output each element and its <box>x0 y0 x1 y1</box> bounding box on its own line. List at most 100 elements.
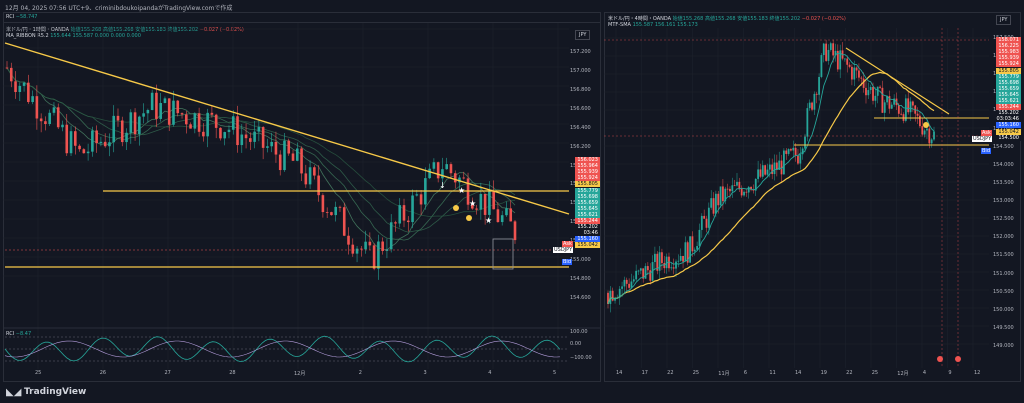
candle-body <box>665 256 668 269</box>
left-ribbon-header[interactable]: MA_RIBBON R5.2 155.644 155.587 0.000 0.0… <box>6 33 141 39</box>
right-chart-svg[interactable] <box>604 28 989 368</box>
us-flag-event-icon[interactable] <box>955 356 961 362</box>
candle-body <box>625 279 628 284</box>
candle-body <box>623 279 626 287</box>
candle-body <box>813 93 816 110</box>
candle-body <box>646 266 649 271</box>
price-axis-label: 156.200 <box>570 143 591 150</box>
price-tag: 156.225 <box>996 43 1021 50</box>
time-axis-label: 22 <box>846 370 853 376</box>
price-axis-label: 154.500 <box>993 143 1014 150</box>
candle-body <box>869 87 872 91</box>
candle-body <box>696 246 699 250</box>
candle-body <box>919 115 921 127</box>
left-rci-bottom-header: RCI −8.47 <box>6 331 32 337</box>
price-axis-label: 154.000 <box>993 161 1014 168</box>
price-tag: 155.621 <box>996 98 1021 104</box>
candle-body <box>909 101 912 113</box>
price-axis-label: 156.800 <box>570 86 591 93</box>
candle-body <box>677 260 680 262</box>
candle-body <box>197 113 201 132</box>
candle-body <box>621 286 623 289</box>
candle-body <box>389 222 393 250</box>
candle-body <box>700 215 703 230</box>
right-chart-panel <box>604 12 1021 382</box>
candle-body <box>411 195 414 223</box>
right-symbol-header[interactable]: 米ドル/円・4時間・OANDA 始値155.268 高値155.268 安値15… <box>608 16 846 22</box>
candle-body <box>227 129 231 133</box>
candle-body <box>9 67 13 82</box>
candle-body <box>321 195 325 213</box>
price-tag: 155.244 <box>575 218 600 224</box>
candle-body <box>31 96 34 103</box>
candle-body <box>707 207 710 228</box>
price-axis-label: 150.500 <box>993 288 1014 295</box>
candle-body <box>488 190 491 215</box>
candle-body <box>691 236 694 252</box>
left-symbol-header[interactable]: 米ドル/円・1時間・OANDA 始値155.268 高値155.268 安値15… <box>6 27 244 33</box>
star-icon: ★ <box>469 199 476 208</box>
price-tag: 155.924 <box>996 61 1021 68</box>
smiley-icon <box>923 122 929 128</box>
candle-body <box>790 149 792 151</box>
price-axis-label: 150.000 <box>993 306 1014 313</box>
brand-name[interactable]: TradingView <box>24 387 87 397</box>
left-rci-line[interactable] <box>4 335 561 363</box>
bid-label: Bid <box>981 148 991 154</box>
price-tag: 03:03:46 <box>994 116 1021 123</box>
left-rci-line-2[interactable] <box>4 340 560 358</box>
right-trendline-down[interactable] <box>845 47 950 115</box>
left-time-axis[interactable]: 25 26 27 28 12月 2 3 4 5 <box>3 369 567 379</box>
right-currency-label[interactable]: JPY <box>996 15 1012 25</box>
candle-body <box>738 181 741 189</box>
candle-body <box>815 93 818 95</box>
right-sma-slow[interactable] <box>607 71 935 305</box>
right-sma-fast[interactable] <box>607 52 935 305</box>
candle-body <box>736 181 738 186</box>
candle-body <box>355 248 359 254</box>
candle-body <box>176 100 180 114</box>
price-tag: 158.071 <box>996 37 1021 43</box>
candle-body <box>155 92 158 119</box>
rci-axis-label: 0.00 <box>570 341 582 347</box>
candle-body <box>839 50 842 70</box>
candle-body <box>888 96 891 109</box>
left-currency-label[interactable]: JPY <box>575 30 591 40</box>
candle-body <box>717 193 720 206</box>
candle-body <box>103 141 107 147</box>
ma-ribbon-line[interactable] <box>6 67 516 218</box>
price-tag: 155.645 <box>575 205 600 212</box>
us-flag-event-icon[interactable] <box>937 356 943 362</box>
candle-body <box>714 193 717 214</box>
candle-body <box>125 132 128 143</box>
left-selection-box[interactable] <box>492 238 514 270</box>
candle-body <box>635 270 638 280</box>
ma-ribbon-line[interactable] <box>6 67 516 241</box>
candle-body <box>689 236 691 263</box>
tradingview-logo-icon[interactable]: ◣◢ <box>6 387 22 398</box>
candle-body <box>223 132 227 139</box>
candle-body <box>475 208 478 210</box>
time-axis-label: 26 <box>99 370 107 376</box>
price-tag: 155.659 <box>996 85 1021 92</box>
candle-body <box>822 43 825 56</box>
left-rci-axis[interactable]: 100.00 0.00 −100.00 <box>566 329 601 369</box>
ma-ribbon-line[interactable] <box>6 67 516 251</box>
price-tag: 155.779 <box>996 73 1021 80</box>
candle-body <box>39 118 43 122</box>
candle-body <box>184 114 188 125</box>
candle-body <box>172 100 175 125</box>
left-chart-svg[interactable]: ↓ ★ ★ ★ <box>3 23 601 382</box>
time-axis-label: 12 <box>974 370 981 376</box>
candle-body <box>724 188 727 202</box>
candle-body <box>630 281 633 288</box>
candle-body <box>35 96 39 119</box>
right-mtf-header[interactable]: MTF-SMA 155.587 156.161 155.173 <box>608 22 698 28</box>
time-axis-label: 6 <box>743 370 748 376</box>
candle-body <box>698 229 701 247</box>
candle-body <box>270 141 273 147</box>
candle-body <box>14 81 17 93</box>
left-trendline-down[interactable] <box>4 42 570 215</box>
right-time-axis[interactable]: 14 17 22 25 11月 6 11 14 19 22 25 12月 4 9 12 <box>604 369 989 379</box>
price-tag: 155.042 <box>575 242 600 249</box>
